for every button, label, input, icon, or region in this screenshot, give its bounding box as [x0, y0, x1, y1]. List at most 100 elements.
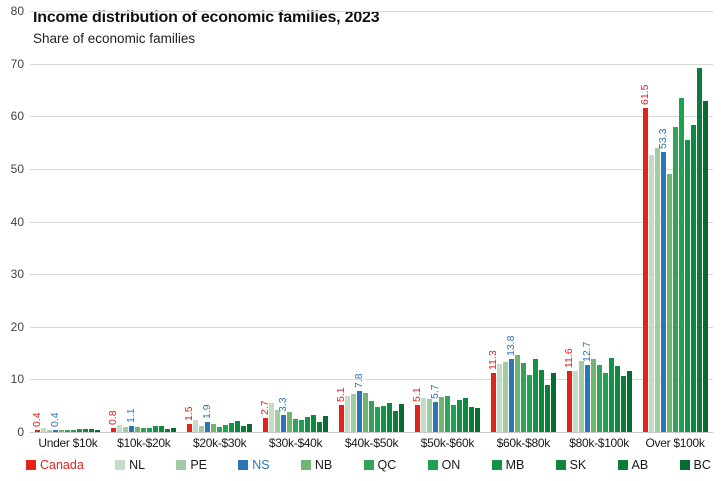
bar-bc-6: [474, 408, 480, 432]
legend-swatch-nb: [300, 460, 311, 470]
bar-pe-3: [199, 425, 205, 432]
bar-canada-7: 11.3: [487, 350, 499, 432]
bar-pe-5: [350, 394, 356, 432]
bar-on-1: [71, 429, 77, 432]
bar-ns-3: 1.9: [201, 404, 213, 432]
x-axis-label-1: Under $10k: [38, 436, 98, 450]
data-label-ns-9: 53.3: [656, 128, 669, 149]
legend-swatch-on: [427, 460, 438, 470]
data-label-canada-9: 61.5: [638, 84, 651, 106]
data-label-canada-1: 0.4: [31, 412, 44, 427]
bar-canada-4: 2.7: [259, 400, 271, 432]
y-axis-tick-70: 70: [10, 56, 24, 71]
bar-ab-9: [696, 68, 702, 432]
x-axis-label-7: $60k-$80k: [496, 436, 551, 450]
x-axis-label-5: $40k-$50k: [344, 436, 399, 450]
x-axis-label-8: $80k-$100k: [569, 436, 630, 450]
bar-on-8: [602, 372, 608, 432]
bar-qc-7: [520, 363, 526, 432]
bar-pe-1: [47, 429, 53, 432]
legend-item-qc: QC: [363, 458, 397, 472]
bar-ab-5: [392, 411, 398, 432]
bar-ns-6: 5.7: [429, 384, 441, 432]
bar-canada-3: 1.5: [183, 407, 195, 432]
bar-group-7: 11.3 13.8: [485, 336, 561, 432]
bar-sk-9: [690, 125, 696, 432]
gridline-70: [30, 63, 713, 65]
data-label-canada-2: 0.8: [107, 410, 120, 425]
bar-qc-5: [368, 400, 374, 432]
gridline-40: [30, 221, 713, 223]
bar-ns-5: 7.8: [353, 373, 365, 432]
bar-nl-9: [648, 155, 654, 432]
bar-pe-8: [578, 360, 584, 432]
bar-bc-2: [171, 427, 177, 432]
legend-label-qc: QC: [377, 458, 397, 472]
bar-ns-8: 12.7: [581, 342, 593, 432]
bar-nb-5: [362, 393, 368, 432]
bar-nl-8: [572, 371, 578, 432]
bar-ab-4: [317, 422, 323, 432]
bar-on-9: [678, 97, 684, 432]
bar-bc-5: [398, 403, 404, 432]
bar-nl-5: [344, 395, 350, 432]
bar-group-6: 5.1 5.7: [409, 384, 485, 432]
bar-qc-6: [444, 395, 450, 432]
bar-mb-8: [608, 358, 614, 432]
bar-canada-2: 0.8: [107, 410, 119, 432]
bar-qc-9: [672, 126, 678, 432]
bar-sk-3: [235, 421, 241, 432]
legend-item-mb: MB: [491, 458, 525, 472]
bar-on-3: [223, 424, 229, 432]
legend-label-nl: NL: [129, 458, 146, 472]
y-axis-tick-40: 40: [10, 214, 24, 229]
bar-on-6: [450, 404, 456, 432]
bar-sk-7: [538, 370, 544, 432]
bar-nb-4: [287, 412, 293, 432]
legend-item-bc: BC: [679, 458, 711, 472]
bar-sk-2: [159, 425, 165, 432]
bar-pe-7: [502, 362, 508, 432]
bar-nl-4: [269, 402, 275, 432]
gridline-60: [30, 116, 713, 118]
bar-ns-2: 1.1: [125, 409, 137, 432]
legend-item-canada: Canada: [26, 458, 84, 472]
bar-nl-2: [117, 424, 123, 432]
bar-nl-3: [193, 419, 199, 432]
bar-mb-9: [684, 139, 690, 432]
bar-on-2: [147, 427, 153, 432]
legend-label-ns: NS: [252, 458, 270, 472]
legend: Canada NL PE NS NB QC ON MB SK AB BC: [26, 458, 711, 472]
bar-mb-3: [229, 422, 235, 432]
legend-swatch-canada: [26, 460, 36, 470]
bar-qc-4: [293, 419, 299, 432]
legend-label-on: ON: [441, 458, 461, 472]
bar-on-7: [526, 374, 532, 432]
data-label-ns-3: 1.9: [201, 404, 214, 420]
gridline-50: [30, 168, 713, 170]
bar-nb-1: [59, 429, 65, 432]
legend-swatch-sk: [555, 460, 566, 470]
legend-swatch-ns: [238, 460, 249, 470]
bar-canada-9: 61.5: [639, 85, 651, 432]
bar-pe-6: [426, 398, 432, 432]
y-axis-tick-60: 60: [10, 109, 24, 124]
legend-label-ab: AB: [631, 458, 649, 472]
bar-ab-6: [468, 406, 474, 432]
bar-group-2: 0.8 1.1: [106, 409, 182, 432]
legend-item-nb: NB: [300, 458, 332, 472]
data-label-canada-8: 11.6: [562, 348, 575, 368]
legend-label-mb: MB: [505, 458, 525, 472]
bar-nb-7: [514, 355, 520, 432]
legend-label-sk: SK: [569, 458, 587, 472]
legend-item-ns: NS: [238, 458, 270, 472]
bar-bc-7: [550, 373, 556, 432]
data-label-ns-5: 7.8: [352, 373, 365, 388]
bar-bc-9: [702, 101, 708, 432]
x-axis-label-2: $10k-$20k: [117, 436, 171, 450]
legend-swatch-qc: [363, 460, 374, 470]
bar-canada-1: 0.4: [31, 412, 43, 432]
legend-item-on: ON: [427, 458, 461, 472]
x-axis-label-4: $30k-$40k: [268, 436, 323, 450]
